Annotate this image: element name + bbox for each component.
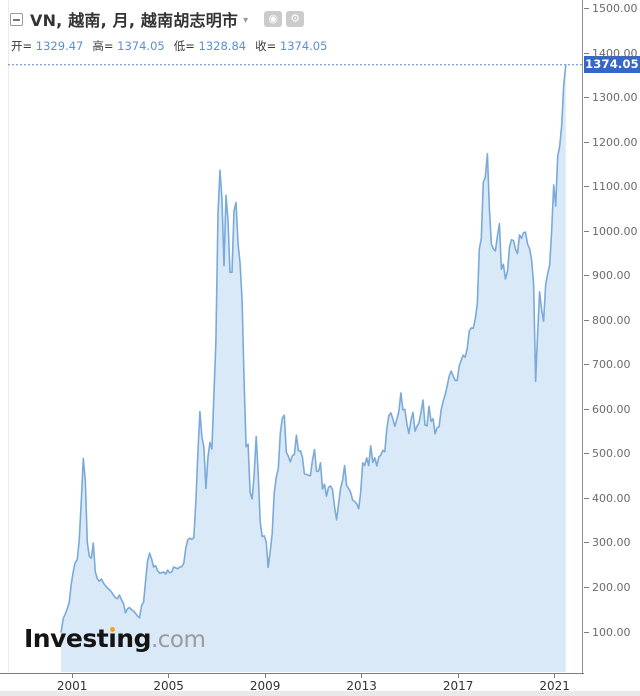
price-tick-label: 500.00: [584, 447, 631, 461]
price-tick-label: 800.00: [584, 313, 631, 327]
price-tick-label: 1500.00: [584, 2, 638, 16]
investing-watermark: Invest ıng.com: [24, 624, 206, 653]
chevron-down-icon[interactable]: ▾: [243, 15, 249, 26]
price-axis[interactable]: 1374.05 1500.00 1400.00 1300.00 1200.00 1100…: [584, 0, 640, 673]
price-chart-plot: VN, 越南, 月, 越南胡志明市 ▾ ◉ ⚙ 开= 1329.47 高= 137…: [0, 0, 583, 673]
price-tick-label: 700.00: [584, 358, 631, 372]
price-tick-label: 600.00: [584, 402, 631, 416]
date-tick-label: 2009: [249, 679, 281, 693]
price-tick-label: 400.00: [584, 491, 631, 505]
logo-com-text: .com: [150, 627, 206, 653]
last-price-badge: 1374.05: [584, 56, 640, 73]
minus-glyph: [13, 18, 20, 21]
open-value: 1329.47: [35, 39, 84, 53]
price-tick-label: 1200.00: [584, 135, 638, 149]
low-value: 1328.84: [198, 39, 247, 53]
date-tick-label: 2017: [442, 679, 474, 693]
title-row: VN, 越南, 月, 越南胡志明市 ▾ ◉ ⚙: [10, 7, 336, 31]
date-tick: [361, 674, 363, 678]
date-tick: [264, 674, 266, 678]
area-fill: [61, 64, 566, 673]
open-label: 开=: [11, 39, 33, 53]
date-tick-label: 2013: [346, 679, 377, 693]
price-line: [60, 64, 567, 633]
close-value: 1374.05: [279, 39, 328, 53]
price-tick-label: 1300.00: [584, 91, 638, 105]
price-tick-label: 100.00: [584, 625, 631, 639]
price-tick-label: 1400.00: [584, 46, 638, 60]
close-label: 收=: [255, 39, 277, 53]
price-tick-label: 300.00: [584, 536, 631, 550]
date-tick-label: 2005: [153, 679, 184, 693]
logo-orange-dot: [109, 627, 115, 632]
chart-title: VN, 越南, 月, 越南胡志明市: [30, 11, 239, 30]
price-tick-label: 200.00: [584, 580, 631, 594]
bottom-strip: [0, 691, 640, 696]
low-label: 低=: [173, 39, 195, 53]
date-tick-label: 2021: [539, 679, 570, 693]
chart-header: VN, 越南, 月, 越南胡志明市 ▾ ◉ ⚙ 开= 1329.47 高= 137…: [10, 7, 336, 54]
collapse-icon[interactable]: [10, 12, 23, 26]
price-tick-label: 900.00: [584, 269, 631, 283]
logo-text: Invest ıng: [24, 624, 151, 653]
high-label: 高=: [92, 39, 114, 53]
date-tick: [168, 674, 170, 678]
price-tick-label: 1000.00: [584, 224, 638, 238]
time-axis[interactable]: 2001 2005 2009 2013 2017 2021: [0, 673, 584, 696]
date-tick: [457, 674, 459, 678]
high-value: 1374.05: [117, 39, 165, 53]
date-tick: [554, 674, 556, 678]
date-tick-label: 2001: [56, 679, 88, 693]
target-icon[interactable]: ◉: [264, 11, 283, 27]
area-chart[interactable]: [0, 0, 583, 673]
price-tick-label: 1100.00: [584, 180, 638, 194]
date-tick: [71, 674, 73, 678]
ohlc-readout: 开= 1329.47 高= 1374.05 低= 1328.84 收= 1374.05: [11, 38, 336, 54]
gear-icon[interactable]: ⚙: [286, 11, 305, 27]
